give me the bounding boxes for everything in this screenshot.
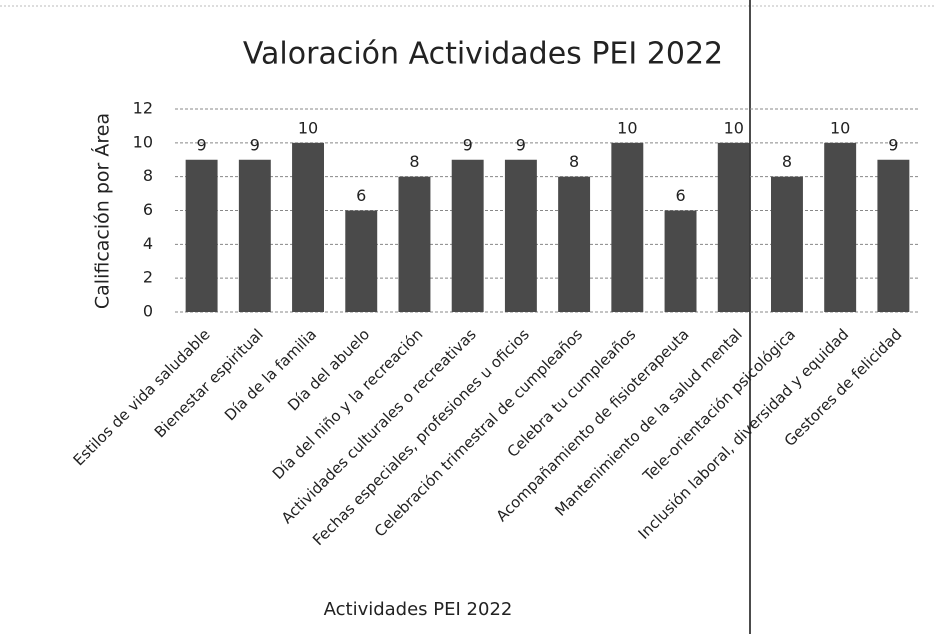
bar	[664, 210, 697, 312]
bar	[824, 142, 857, 312]
bar	[398, 176, 431, 312]
y-tick-label: 10	[133, 132, 153, 151]
data-label: 9	[197, 135, 207, 154]
data-label: 10	[298, 118, 318, 137]
bar	[504, 159, 537, 312]
bar	[771, 176, 803, 312]
bar	[611, 142, 644, 312]
data-label: 10	[830, 118, 850, 137]
y-axis-title: Calificación por Área	[91, 113, 114, 309]
x-axis-title: Actividades PEI 2022	[324, 599, 513, 620]
data-label: 8	[569, 152, 579, 171]
y-tick-label: 0	[143, 302, 153, 321]
y-tick-label: 8	[143, 166, 153, 185]
data-label: 6	[675, 186, 685, 205]
y-tick-label: 6	[143, 200, 153, 219]
y-tick-label: 4	[143, 234, 153, 253]
bar	[238, 159, 271, 312]
bar	[451, 159, 484, 312]
bar	[877, 159, 910, 312]
bar	[292, 142, 324, 312]
data-label: 10	[617, 118, 637, 137]
bar	[717, 142, 750, 312]
y-tick-label: 2	[143, 268, 153, 287]
data-label: 6	[356, 186, 366, 205]
chart-title: Valoración Actividades PEI 2022	[243, 37, 723, 72]
data-label: 10	[724, 118, 744, 137]
data-label: 9	[516, 135, 526, 154]
data-label: 9	[463, 135, 473, 154]
bar	[185, 159, 218, 312]
bar	[345, 210, 378, 312]
bar	[558, 176, 591, 312]
y-tick-label: 12	[133, 99, 153, 118]
data-label: 9	[250, 135, 260, 154]
data-label: 9	[888, 135, 898, 154]
data-label: 8	[782, 152, 792, 171]
data-label: 8	[409, 152, 419, 171]
